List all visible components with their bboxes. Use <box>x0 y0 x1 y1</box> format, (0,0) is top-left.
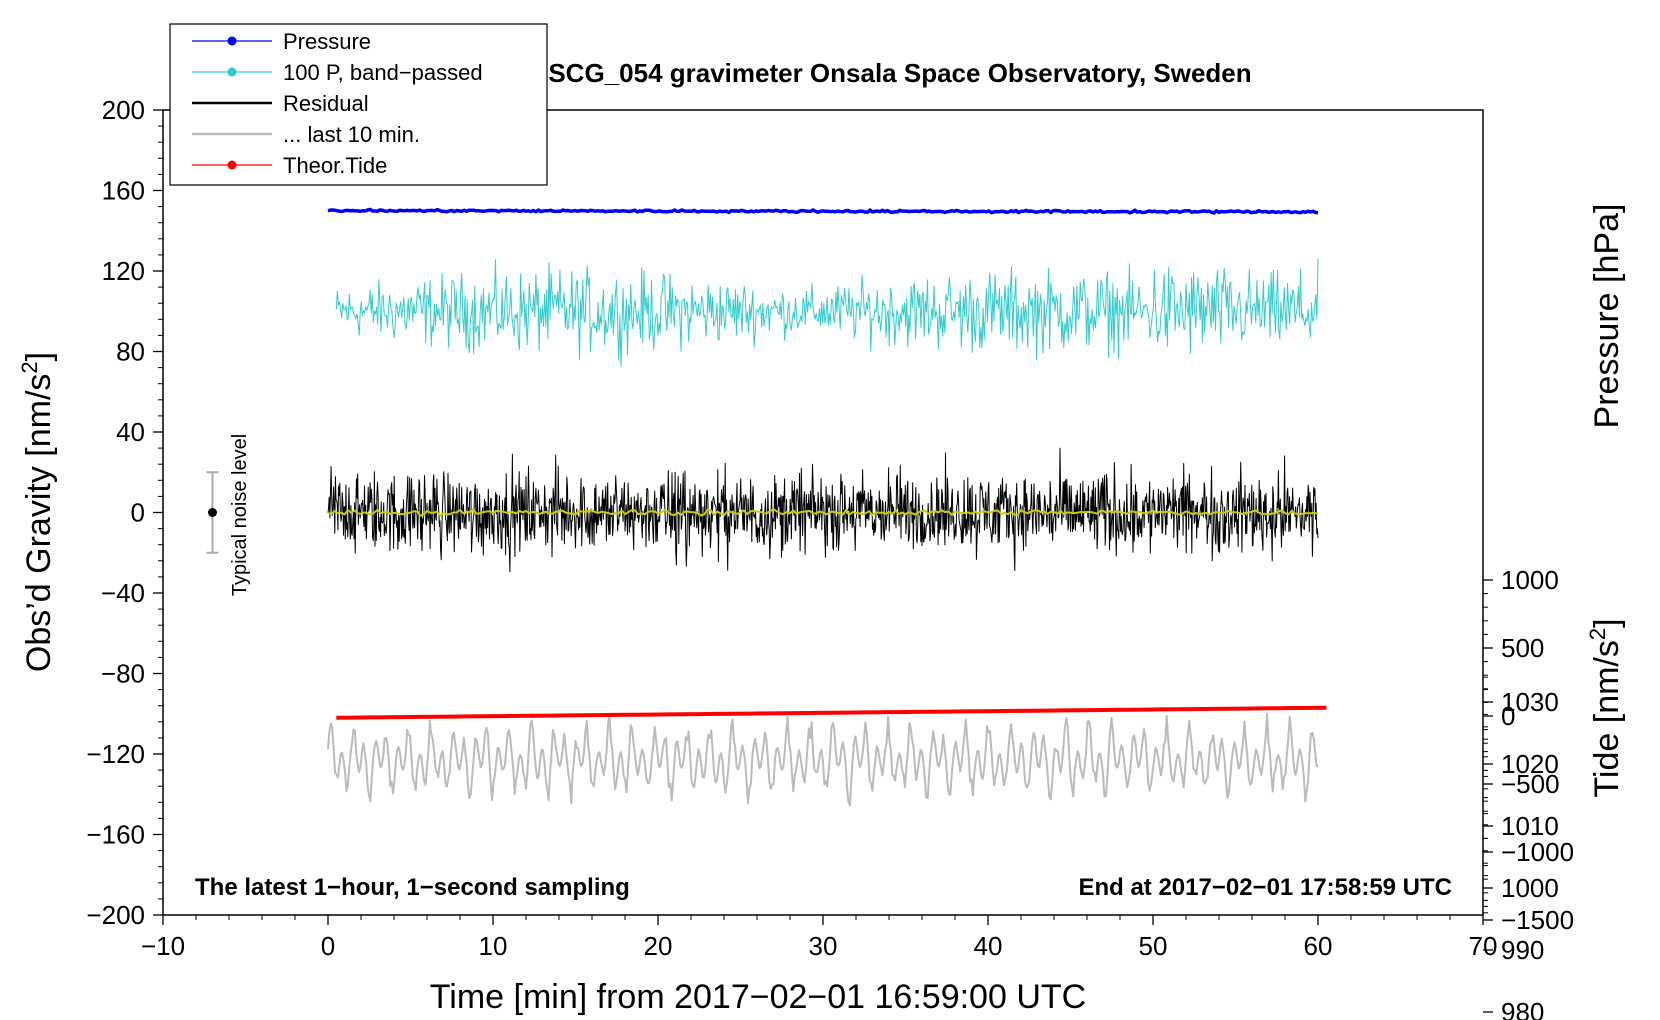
y-axis-label-gravity-sup: 2 <box>17 361 42 373</box>
y-tick-label: −120 <box>86 739 145 769</box>
noise-center-point <box>208 508 217 517</box>
y-axis-tide: −1500 −1000 −500 0 500 1000 <box>1483 565 1574 935</box>
x-tick-label: 70 <box>1469 931 1498 961</box>
legend-label: Theor.Tide <box>283 153 387 178</box>
legend: Pressure 100 P, band−passed Residual ... la… <box>169 23 548 186</box>
series-last-10-min-line <box>327 712 1319 807</box>
y-tick-label: 160 <box>102 176 145 206</box>
x-tick-label: 20 <box>644 931 673 961</box>
legend-marker <box>227 160 237 170</box>
pressure-tick-label: 990 <box>1501 935 1544 965</box>
y-axis-label-gravity-main: Obs’d Gravity [nm/s <box>20 374 58 673</box>
tide-tick-label: −500 <box>1501 769 1560 799</box>
legend-box <box>169 23 548 186</box>
legend-label: Pressure <box>283 29 371 54</box>
y-tick-label: 40 <box>116 417 145 447</box>
x-tick-label: −10 <box>141 931 185 961</box>
x-tick-label: 60 <box>1304 931 1333 961</box>
y-tick-label: 0 <box>131 498 145 528</box>
x-tick-label: 0 <box>321 931 335 961</box>
y-axis-label-tide: Tide [nm/s2] <box>1585 618 1626 797</box>
y-tick-label: −200 <box>86 900 145 930</box>
y-axis-label-tide-close: ] <box>1588 618 1626 627</box>
series-theoretical-tide-line <box>336 705 1327 720</box>
legend-label: Residual <box>283 91 369 116</box>
tide-tick-label: −1500 <box>1501 905 1574 935</box>
y-axis-label-tide-sup: 2 <box>1585 628 1610 640</box>
chart-title: SCG_054 gravimeter Onsala Space Observat… <box>548 58 1251 88</box>
y-tick-label: −160 <box>86 820 145 850</box>
series-pressure-line <box>327 207 1319 215</box>
pressure-tick-label: 1000 <box>1501 873 1559 903</box>
series-residual-smoothed-line <box>327 508 1319 517</box>
y-axis-label-gravity-close: ] <box>20 352 58 361</box>
x-axis: −10 0 10 20 30 40 50 60 70 <box>141 915 1498 961</box>
series-pressure-bandpassed-line <box>335 258 1319 368</box>
series-layer <box>327 207 1327 807</box>
y-axis-label-gravity: Obs’d Gravity [nm/s2] <box>17 352 58 672</box>
legend-marker <box>227 67 237 77</box>
tide-tick-label: −1000 <box>1501 837 1574 867</box>
x-tick-label: 30 <box>809 931 838 961</box>
legend-label: 100 P, band−passed <box>283 60 483 85</box>
series-residual-line <box>327 447 1319 573</box>
legend-label: ... last 10 min. <box>283 122 420 147</box>
y-tick-label: 120 <box>102 256 145 286</box>
annotation-end-time: End at 2017−02−01 17:58:59 UTC <box>1078 874 1452 901</box>
x-tick-label: 50 <box>1139 931 1168 961</box>
y-tick-label: −80 <box>101 659 145 689</box>
annotation-sampling: The latest 1−hour, 1−second sampling <box>195 874 630 901</box>
y-tick-label: 80 <box>116 337 145 367</box>
tide-tick-label: 500 <box>1501 633 1544 663</box>
x-axis-label: Time [min] from 2017−02−01 16:59:00 UTC <box>430 978 1086 1016</box>
y-tick-label: −40 <box>101 578 145 608</box>
pressure-tick-label: 1030 <box>1501 687 1559 717</box>
pressure-tick-label: 980 <box>1501 997 1544 1020</box>
legend-marker <box>227 36 237 46</box>
pressure-tick-label: 1010 <box>1501 811 1559 841</box>
x-tick-label: 10 <box>479 931 508 961</box>
y-axis-label-pressure: Pressure [hPa] <box>1588 204 1626 429</box>
y-axis-gravity: −200 −160 −120 −80 −40 0 40 80 120 160 200 <box>86 95 163 930</box>
y-axis-pressure: 980 990 1000 1010 1020 1030 <box>1483 676 1559 1020</box>
noise-indicator <box>206 471 219 554</box>
y-tick-label: 200 <box>102 95 145 125</box>
noise-label: Typical noise level <box>229 434 251 596</box>
y-axis-label-tide-main: Tide [nm/s <box>1588 640 1626 797</box>
tide-tick-label: 1000 <box>1501 565 1559 595</box>
pressure-tick-label: 1020 <box>1501 749 1559 779</box>
tide-tick-label: 0 <box>1501 701 1515 731</box>
x-tick-label: 40 <box>974 931 1003 961</box>
